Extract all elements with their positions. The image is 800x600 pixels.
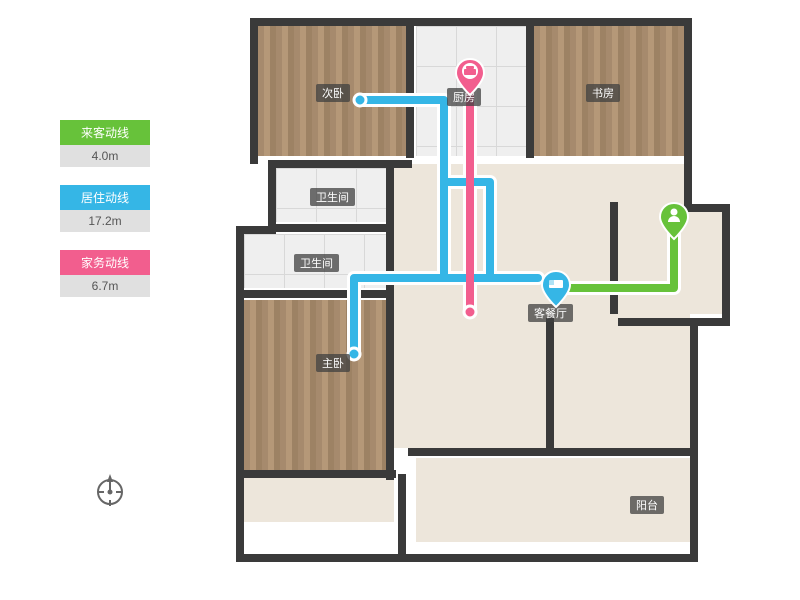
legend-label: 来客动线 [60, 120, 150, 145]
room-label-study: 书房 [586, 84, 620, 102]
route-endpoint [354, 94, 366, 106]
routes-layer [220, 18, 760, 578]
route-visitor-outline [556, 222, 674, 288]
legend-value: 17.2m [60, 210, 150, 232]
legend-item-visitor: 来客动线 4.0m [60, 120, 150, 167]
route-endpoint [464, 306, 476, 318]
legend-value: 4.0m [60, 145, 150, 167]
kitchen-pin-icon [455, 58, 485, 96]
legend-label: 居住动线 [60, 185, 150, 210]
room-label-balcony: 阳台 [630, 496, 664, 514]
route-visitor [556, 222, 674, 288]
legend-label: 家务动线 [60, 250, 150, 275]
legend-item-housework: 家务动线 6.7m [60, 250, 150, 297]
room-label-bath2: 卫生间 [294, 254, 339, 272]
living-pin-icon [541, 270, 571, 308]
legend-item-living: 居住动线 17.2m [60, 185, 150, 232]
legend-value: 6.7m [60, 275, 150, 297]
floorplan: 次卧厨房书房卫生间卫生间主卧客餐厅阳台 [220, 18, 760, 578]
entry-pin-icon [659, 202, 689, 240]
room-label-bedroom2: 次卧 [316, 84, 350, 102]
room-label-bath1: 卫生间 [310, 188, 355, 206]
compass-icon [90, 470, 130, 510]
route-living [354, 100, 538, 354]
legend: 来客动线 4.0m 居住动线 17.2m 家务动线 6.7m [60, 120, 150, 315]
room-label-bedroom1: 主卧 [316, 354, 350, 372]
